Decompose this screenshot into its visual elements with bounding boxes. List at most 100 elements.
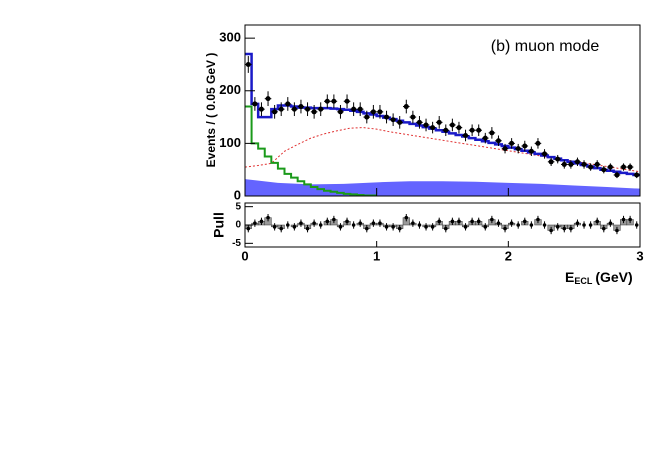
pull-point [536,217,540,222]
pull-axis-label: Pull [211,212,227,238]
pull-point [595,219,600,224]
pull-point [266,215,270,220]
pull-point [397,226,402,231]
pull-point [384,225,389,229]
pull-point [253,221,257,225]
pull-tick-label: -5 [232,238,241,249]
pull-point [292,225,297,229]
data-point [436,119,442,125]
pull-point [371,221,376,225]
peaking-component [245,105,377,197]
data-point [535,140,541,146]
data-point [272,109,278,115]
data-point [318,106,324,112]
pull-point [608,221,613,225]
data-point [621,164,627,170]
data-point [542,151,548,157]
pull-point [279,226,284,231]
pull-point [424,225,428,229]
data-point [528,148,534,154]
pull-point [470,219,474,224]
data-point [331,98,337,104]
pull-point [476,219,481,224]
pull-point [588,223,593,227]
pull-point [562,226,567,231]
pull-point [496,221,501,225]
main-frame [244,24,641,197]
data-point [489,130,495,136]
pull-point [549,228,553,233]
pull-point [542,223,547,227]
pull-point [325,219,330,224]
y-tick-label: 100 [219,135,241,150]
data-point [298,104,304,110]
data-point [469,127,475,133]
pull-point [509,221,514,225]
data-point [423,122,429,128]
data-point [509,140,515,146]
data-point [403,104,409,110]
x-label-sub: ECL [574,276,593,286]
pull-point [516,223,521,227]
pull-point [299,221,303,225]
pull-point [305,226,310,231]
data-point [443,127,449,133]
data-point [265,96,271,102]
pull-point [351,223,356,227]
pull-point [601,226,606,231]
data-point [384,114,390,120]
x-tick-label: 3 [636,248,643,263]
data-point [548,159,554,165]
data-point [416,119,422,125]
x-tick-label: 1 [373,248,380,263]
x-label-unit: (GeV) [595,269,632,285]
data-point [456,125,462,131]
pull-point [391,225,395,229]
data-point [476,127,482,133]
y-tick-label: 200 [219,82,241,97]
data-point [397,119,403,125]
pull-point [483,225,488,229]
pull-point [575,221,580,225]
data-point [482,135,488,141]
pull-tick-label: 0 [235,220,241,231]
pull-point [522,219,527,224]
data-point [515,146,521,152]
pull-point [411,221,415,225]
data-point [607,164,613,170]
pull-point [332,217,336,222]
total-fit [245,52,640,177]
y-tick-label: 300 [219,30,241,45]
data-point [601,167,607,173]
data-point [337,109,343,115]
pull-point [457,219,461,224]
pull-point [529,223,534,227]
pull-point [634,223,639,227]
data-point [370,109,376,115]
data-point [390,117,396,123]
pull-point [345,219,349,224]
pull-point [628,217,632,222]
data-point [574,159,580,165]
pull-point [463,225,468,229]
data-point [245,61,251,67]
pull-point [621,217,626,222]
data-point [555,156,561,162]
data-point [357,106,363,112]
data-point [495,138,501,144]
pull-point [259,219,264,224]
pull-tick-label: 5 [235,201,241,212]
annotation: (b) muon mode [491,38,600,55]
pull-point [378,221,382,225]
data-point [364,114,370,120]
data-point [594,161,600,167]
data-point [588,164,594,170]
pull-point [272,225,277,229]
x-tick-label: 2 [505,248,512,263]
data-point [522,143,528,149]
x-axis-label: EECL (GeV) [565,269,633,287]
data-point [258,106,264,112]
data-point [410,114,416,120]
data-point [463,132,469,138]
